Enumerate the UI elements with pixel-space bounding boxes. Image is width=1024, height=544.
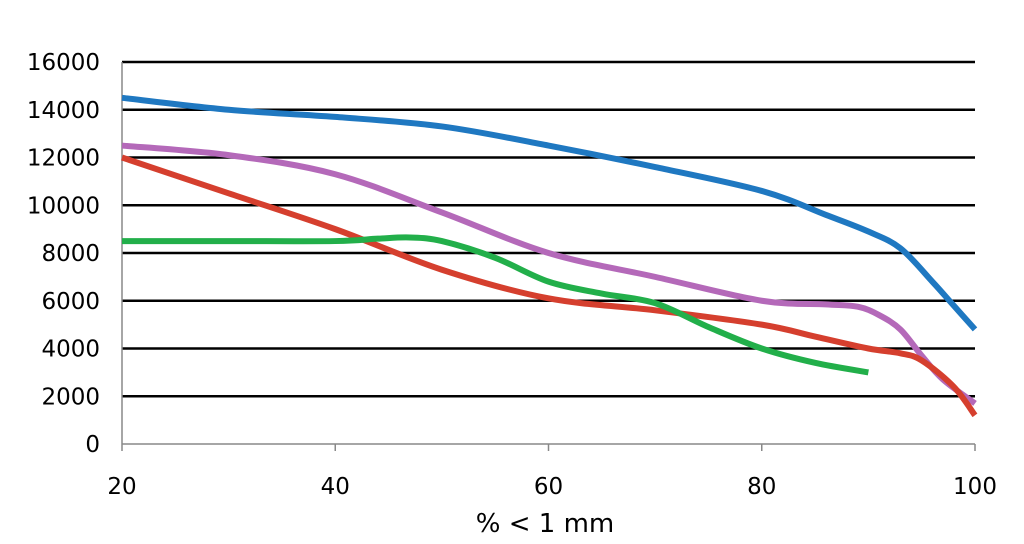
x-tick-label: 80 [747,474,776,500]
x-axis-title: % < 1 mm [476,509,614,539]
y-tick-label: 14000 [27,98,100,124]
y-tick-label: 12000 [27,146,100,172]
y-tick-label: 8000 [41,241,100,267]
series-line-blue [121,94,978,332]
series-line-red [121,154,978,418]
y-tick-label: 2000 [41,384,100,410]
y-tick-label: 0 [85,432,100,458]
series-lines [121,94,978,418]
x-tick-label: 60 [534,474,563,500]
y-tick-label: 4000 [41,337,100,363]
x-tick-label: 100 [953,474,997,500]
y-tick-label: 16000 [27,50,100,76]
y-axis-tick-labels: 0 2000 4000 6000 8000 10000 12000 14000 16000 [27,50,100,458]
y-tick-label: 10000 [27,193,100,219]
axes [121,62,976,451]
y-tick-label: 6000 [41,289,100,315]
series-line-green [122,234,869,376]
x-tick-label: 20 [107,474,136,500]
x-tick-label: 40 [321,474,350,500]
series-line-purple [121,142,977,406]
x-axis-tick-labels: 20 40 60 80 100 [107,474,997,500]
